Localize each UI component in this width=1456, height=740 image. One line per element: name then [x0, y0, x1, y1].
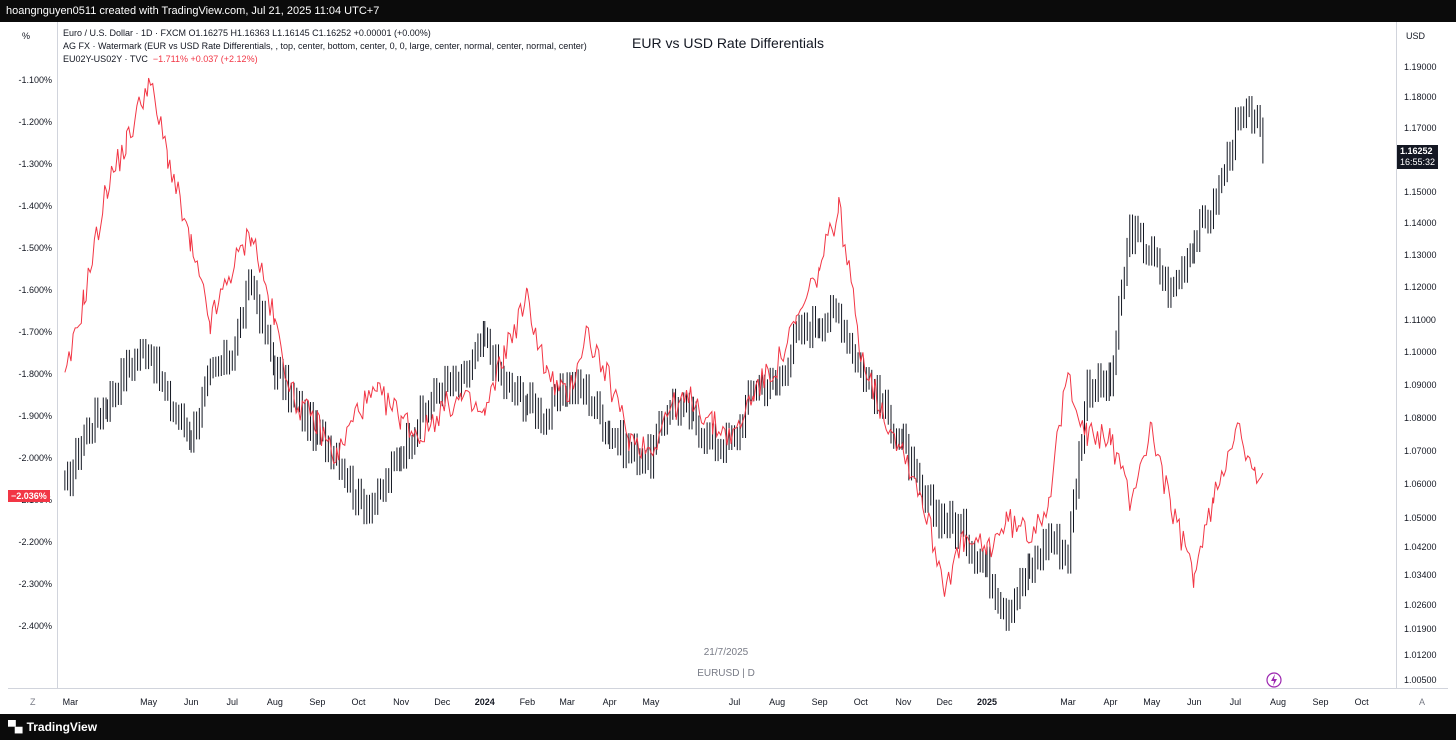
watermark-date: 21/7/2025 — [704, 647, 749, 658]
left-tick-label: -1.200% — [18, 117, 52, 127]
time-tick-label: Sep — [812, 697, 828, 707]
left-tick-label: -1.400% — [18, 201, 52, 211]
time-tick-label: Mar — [63, 697, 79, 707]
time-tick-label: Nov — [393, 697, 410, 707]
eurusd-candles — [64, 96, 1264, 631]
right-tick-label: 1.19000 — [1404, 62, 1437, 72]
corner-right-label[interactable]: A — [1419, 697, 1425, 707]
left-tick-label: -1.500% — [18, 243, 52, 253]
right-tick-label: 1.13000 — [1404, 250, 1437, 260]
time-tick-label: Sep — [1313, 697, 1329, 707]
right-tick-label: 1.01900 — [1404, 624, 1437, 634]
time-tick-label: Mar — [559, 697, 575, 707]
time-tick-label: Sep — [309, 697, 325, 707]
time-tick-label: May — [140, 697, 158, 707]
credit-bar: hoangnguyen0511 created with TradingView… — [0, 0, 1456, 22]
eurusd-price-badge: 1.16252 16:55:32 — [1397, 145, 1439, 169]
legend-spread-values: −1.711% +0.037 (+2.12%) — [152, 54, 258, 64]
time-tick-label: Oct — [1355, 697, 1370, 707]
time-tick-label: Aug — [267, 697, 283, 707]
right-tick-label: 1.01200 — [1404, 650, 1437, 660]
time-tick-label: Jul — [1230, 697, 1242, 707]
eurusd-price: 1.16252 — [1400, 146, 1433, 156]
legend-eurusd[interactable]: Euro / U.S. Dollar · 1D · FXCM O1.16275 … — [63, 28, 431, 38]
time-tick-label: Mar — [1060, 697, 1076, 707]
right-tick-label: 1.00500 — [1404, 675, 1437, 685]
left-tick-label: -1.800% — [18, 369, 52, 379]
right-tick-label: 1.02600 — [1404, 600, 1437, 610]
time-tick-label: May — [642, 697, 660, 707]
right-tick-label: 1.18000 — [1404, 92, 1437, 102]
legend-spread[interactable]: EU02Y-US02Y · TVC −1.711% +0.037 (+2.12%… — [63, 54, 258, 64]
right-tick-label: 1.14000 — [1404, 218, 1437, 228]
chart-area[interactable]: % USD Z A -1.100% -1.200% -1.300% -1.400% -1… — [8, 22, 1448, 714]
footer-bar: ▀▄ TradingView — [0, 714, 1456, 740]
right-tick-label: 1.03400 — [1404, 570, 1437, 580]
left-axis[interactable]: -1.100% -1.200% -1.300% -1.400% -1.500% -1.60… — [18, 75, 52, 631]
left-tick-label: -1.100% — [18, 75, 52, 85]
time-tick-label: Apr — [1104, 697, 1118, 707]
right-unit-label: USD — [1406, 31, 1426, 41]
alert-icon[interactable] — [1266, 672, 1282, 688]
spread-series — [64, 77, 1264, 597]
left-unit-label: % — [22, 31, 30, 41]
right-tick-label: 1.10000 — [1404, 347, 1437, 357]
left-tick-label: -1.300% — [18, 159, 52, 169]
time-tick-label: Oct — [854, 697, 869, 707]
right-tick-label: 1.11000 — [1404, 315, 1436, 325]
legend-spread-label: EU02Y-US02Y · TVC — [63, 54, 148, 64]
time-tick-label: Aug — [1270, 697, 1286, 707]
right-tick-label: 1.08000 — [1404, 413, 1437, 423]
left-tick-label: -2.000% — [18, 453, 52, 463]
right-tick-label: 1.06000 — [1404, 479, 1437, 489]
right-tick-label: 1.17000 — [1404, 123, 1437, 133]
time-tick-label: Aug — [769, 697, 785, 707]
time-tick-label: Jun — [1187, 697, 1202, 707]
time-tick-label: Dec — [434, 697, 451, 707]
time-axis[interactable]: Mar May Jun Jul Aug Sep Oct Nov Dec 2024 Feb Mar Apr… — [63, 697, 1370, 707]
credit-text: hoangnguyen0511 created with TradingView… — [6, 5, 380, 17]
right-tick-label: 1.12000 — [1404, 282, 1437, 292]
right-tick-label: 1.09000 — [1404, 380, 1437, 390]
time-tick-label: Jul — [729, 697, 741, 707]
right-tick-label: 1.04200 — [1404, 542, 1437, 552]
left-tick-label: -2.400% — [18, 621, 52, 631]
time-tick-label: Feb — [520, 697, 536, 707]
chart-title: EUR vs USD Rate Differentials — [632, 35, 824, 51]
time-tick-label: Nov — [895, 697, 912, 707]
legend-watermark[interactable]: AG FX · Watermark (EUR vs USD Rate Diffe… — [63, 41, 587, 51]
time-tick-label: Jul — [227, 697, 239, 707]
tradingview-brand: TradingView — [26, 720, 98, 734]
time-tick-label: Jun — [184, 697, 199, 707]
left-tick-label: -2.300% — [18, 579, 52, 589]
eurusd-countdown: 16:55:32 — [1400, 157, 1436, 167]
tradingview-logo[interactable]: ▀▄ TradingView — [8, 714, 97, 740]
time-tick-label: 2024 — [475, 697, 495, 707]
left-tick-label: -1.900% — [18, 411, 52, 421]
chart-svg[interactable]: % USD Z A -1.100%-1.200%-1.300%-1.400%-1… — [8, 22, 1448, 714]
time-tick-label: Oct — [352, 697, 367, 707]
left-tick-label: -1.600% — [18, 285, 52, 295]
right-tick-label: 1.07000 — [1404, 446, 1437, 456]
right-tick-label: 1.15000 — [1404, 187, 1437, 197]
time-tick-label: 2025 — [977, 697, 997, 707]
tradingview-logo-icon: ▀▄ — [8, 721, 23, 733]
spread-value-badge: −2.036% — [8, 490, 50, 502]
spread-line — [64, 77, 1264, 597]
right-tick-label: 1.05000 — [1404, 513, 1437, 523]
corner-left-label[interactable]: Z — [30, 697, 36, 707]
time-tick-label: May — [1143, 697, 1161, 707]
left-tick-label: -1.700% — [18, 327, 52, 337]
time-tick-label: Dec — [937, 697, 954, 707]
time-tick-label: Apr — [603, 697, 617, 707]
watermark-symbol: EURUSD | D — [697, 668, 755, 679]
left-tick-label: -2.200% — [18, 537, 52, 547]
